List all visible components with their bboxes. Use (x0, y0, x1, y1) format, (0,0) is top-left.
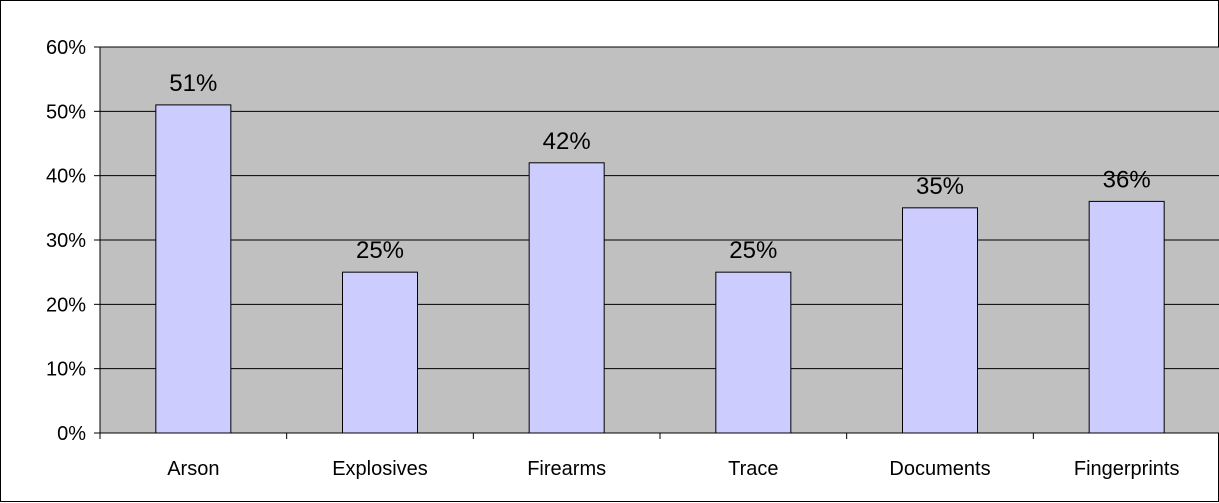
y-tick-label: 30% (46, 230, 86, 252)
bar-explosives (342, 271, 418, 434)
x-tick-label-documents: Documents (889, 458, 990, 480)
data-label-explosives: 25% (356, 237, 404, 264)
data-label-arson: 51% (169, 70, 217, 97)
data-label-trace: 25% (729, 237, 777, 264)
bar-value-labels: 51% 25% 42% 25% 35% 36% (169, 70, 1150, 264)
y-tick-labels: 0% 10% 20% 30% 40% 50% 60% (46, 37, 86, 445)
y-tick-label: 0% (57, 423, 86, 445)
bar-fingerprints (1088, 200, 1165, 434)
bar-documents (902, 207, 978, 434)
x-tick-labels: Arson Explosives Firearms Trace Documents Fin… (167, 458, 1179, 480)
x-tick-label-explosives: Explosives (332, 458, 428, 480)
x-tick-label-fingerprints: Fingerprints (1074, 458, 1180, 480)
y-tick-label: 10% (46, 359, 86, 381)
bar-firearms (528, 162, 605, 434)
data-label-firearms: 42% (543, 128, 591, 155)
y-tick-label: 50% (46, 101, 86, 123)
bars (155, 104, 1165, 434)
x-tick-label-firearms: Firearms (527, 458, 606, 480)
x-tick-label-trace: Trace (728, 458, 778, 480)
axes (94, 46, 1219, 439)
gridlines (100, 46, 1219, 370)
data-label-documents: 35% (916, 173, 964, 200)
bar-arson (155, 104, 232, 434)
bar-trace (715, 271, 792, 434)
data-label-fingerprints: 36% (1103, 166, 1151, 193)
y-tick-label: 20% (46, 294, 86, 316)
y-tick-label: 40% (46, 166, 86, 188)
y-tick-label: 60% (46, 37, 86, 59)
x-tick-label-arson: Arson (167, 458, 219, 480)
